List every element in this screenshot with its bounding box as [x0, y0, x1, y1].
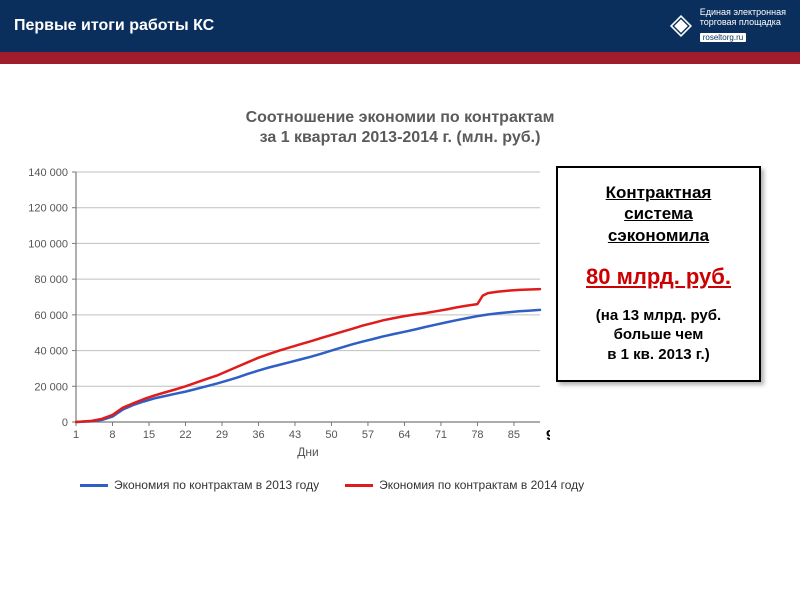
- svg-text:120 000: 120 000: [28, 203, 68, 215]
- svg-text:57: 57: [362, 429, 374, 441]
- callout-note: (на 13 млрд. руб. больше чем в 1 кв. 201…: [566, 306, 751, 365]
- svg-text:8: 8: [109, 429, 115, 441]
- legend-swatch: [80, 484, 108, 487]
- svg-text:22: 22: [179, 429, 191, 441]
- svg-text:78: 78: [471, 429, 483, 441]
- legend-swatch: [345, 484, 373, 487]
- svg-text:40 000: 40 000: [34, 346, 68, 358]
- line-chart: 0 20 000 40 000 60 000 80 000 100 000 120 000 1…: [20, 162, 550, 462]
- chart-title: Соотношение экономии по контрактам за 1 …: [20, 108, 780, 148]
- callout-big-number: 80 млрд. руб.: [566, 264, 751, 290]
- legend-label: Экономия по контрактам в 2014 году: [379, 478, 584, 492]
- svg-text:1: 1: [73, 429, 79, 441]
- svg-text:43: 43: [289, 429, 301, 441]
- legend-item-2013: Экономия по контрактам в 2013 году: [80, 478, 319, 492]
- chart-container: 0 20 000 40 000 60 000 80 000 100 000 120 000 1…: [20, 162, 550, 462]
- svg-text:71: 71: [435, 429, 447, 441]
- svg-text:Дни: Дни: [297, 445, 318, 459]
- svg-text:0: 0: [62, 417, 68, 429]
- svg-text:140 000: 140 000: [28, 167, 68, 179]
- svg-text:64: 64: [398, 429, 410, 441]
- chart-legend: Экономия по контрактам в 2013 году Эконо…: [80, 478, 780, 492]
- brand-url: roseltorg.ru: [700, 33, 746, 42]
- svg-text:80 000: 80 000: [34, 274, 68, 286]
- legend-item-2014: Экономия по контрактам в 2014 году: [345, 478, 584, 492]
- brand-text: Единая электронная торговая площадка: [700, 7, 786, 28]
- svg-text:85: 85: [508, 429, 520, 441]
- content-area: Соотношение экономии по контрактам за 1 …: [0, 64, 800, 492]
- svg-text:15: 15: [143, 429, 155, 441]
- brand-text-wrap: Единая электронная торговая площадка ros…: [700, 7, 786, 46]
- legend-label: Экономия по контрактам в 2013 году: [114, 478, 319, 492]
- callout-box: Контрактная система сэкономила 80 млрд. …: [556, 166, 761, 382]
- svg-text:100 000: 100 000: [28, 238, 68, 250]
- brand-block: Единая электронная торговая площадка ros…: [668, 7, 786, 46]
- svg-text:50: 50: [325, 429, 337, 441]
- brand-logo-icon: [668, 13, 694, 39]
- svg-text:20 000: 20 000: [34, 381, 68, 393]
- red-accent-bar: [0, 52, 800, 64]
- callout-heading: Контрактная система сэкономила: [566, 182, 751, 246]
- svg-text:60 000: 60 000: [34, 310, 68, 322]
- svg-text:29: 29: [216, 429, 228, 441]
- chart-row: 0 20 000 40 000 60 000 80 000 100 000 120 000 1…: [20, 162, 780, 462]
- header-bar: Первые итоги работы КС Единая электронна…: [0, 0, 800, 52]
- svg-text:36: 36: [252, 429, 264, 441]
- page-title: Первые итоги работы КС: [14, 17, 214, 35]
- svg-text:90: 90: [546, 427, 550, 444]
